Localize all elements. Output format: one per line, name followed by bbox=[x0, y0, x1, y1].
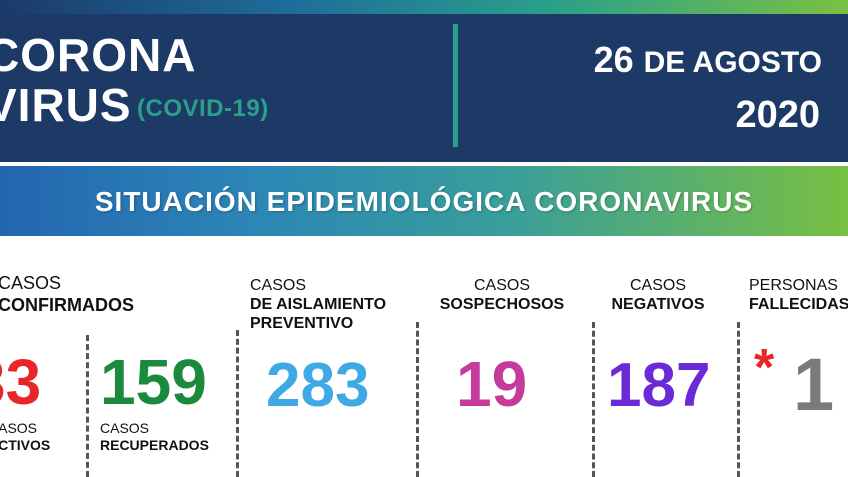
divider-confirmados-aislamiento bbox=[236, 330, 239, 477]
fallecidas-asterisk: * bbox=[754, 339, 775, 397]
fallecidas-value: 1 bbox=[793, 343, 835, 426]
negativos-value: 187 bbox=[607, 351, 711, 420]
title-virus: VIRUS bbox=[0, 79, 132, 131]
aislamiento-value: 283 bbox=[266, 351, 370, 420]
fallecidas-label: PERSONAS FALLECIDAS bbox=[749, 276, 848, 314]
header-panel bbox=[0, 14, 848, 162]
section-banner bbox=[0, 166, 848, 236]
recuperados-value: 159 bbox=[100, 346, 207, 418]
divider-sospechosos-negativos bbox=[592, 322, 595, 477]
top-gradient-strip bbox=[0, 0, 848, 14]
fallecidas-label-bottom: FALLECIDAS bbox=[749, 296, 848, 313]
aislamiento-label-bottom: PREVENTIVO bbox=[250, 315, 354, 332]
negativos-label: CASOS NEGATIVOS bbox=[606, 276, 710, 314]
activos-label-bottom: ACTIVOS bbox=[0, 437, 51, 453]
activos-label: CASOS ACTIVOS bbox=[0, 420, 50, 454]
date-day-month: 26 DE AGOSTO bbox=[594, 42, 822, 78]
negativos-label-bottom: NEGATIVOS bbox=[611, 296, 705, 313]
fallecidas-label-top: PERSONAS bbox=[749, 277, 838, 294]
header-divider bbox=[453, 24, 458, 147]
confirmados-label: CASOS CONFIRMADOS bbox=[0, 272, 134, 316]
date-year: 2020 bbox=[735, 94, 820, 136]
date-day: 26 bbox=[593, 39, 634, 80]
aislamiento-label-mid: DE AISLAMIENTO bbox=[250, 296, 387, 313]
divider-negativos-fallecidas bbox=[737, 322, 740, 477]
aislamiento-label-top: CASOS bbox=[250, 277, 307, 294]
sospechosos-label-bottom: SOSPECHOSOS bbox=[439, 296, 565, 313]
title-corona: CORONA bbox=[0, 29, 197, 81]
divider-aislamiento-sospechosos bbox=[416, 322, 419, 477]
sospechosos-label-top: CASOS bbox=[473, 277, 530, 294]
header-separator bbox=[0, 162, 848, 166]
confirmados-label-bottom: CONFIRMADOS bbox=[0, 295, 134, 315]
recuperados-label-top: CASOS bbox=[100, 420, 150, 436]
confirmados-label-top: CASOS bbox=[0, 273, 62, 293]
sospechosos-label: CASOS SOSPECHOSOS bbox=[432, 276, 572, 314]
date-month: DE AGOSTO bbox=[643, 46, 822, 79]
negativos-label-top: CASOS bbox=[629, 277, 686, 294]
covid-subtitle: (COVID-19) bbox=[137, 95, 269, 122]
aislamiento-label: CASOS DE AISLAMIENTO PREVENTIVO bbox=[250, 276, 386, 333]
banner-title: SITUACIÓN EPIDEMIOLÓGICA CORONAVIRUS bbox=[94, 186, 754, 217]
recuperados-label-bottom: RECUPERADOS bbox=[100, 437, 209, 453]
recuperados-label: CASOS RECUPERADOS bbox=[100, 420, 209, 454]
divider-activos-recuperados bbox=[86, 335, 89, 477]
activos-value: 33 bbox=[0, 346, 42, 418]
sospechosos-value: 19 bbox=[456, 348, 528, 420]
activos-label-top: CASOS bbox=[0, 420, 38, 436]
